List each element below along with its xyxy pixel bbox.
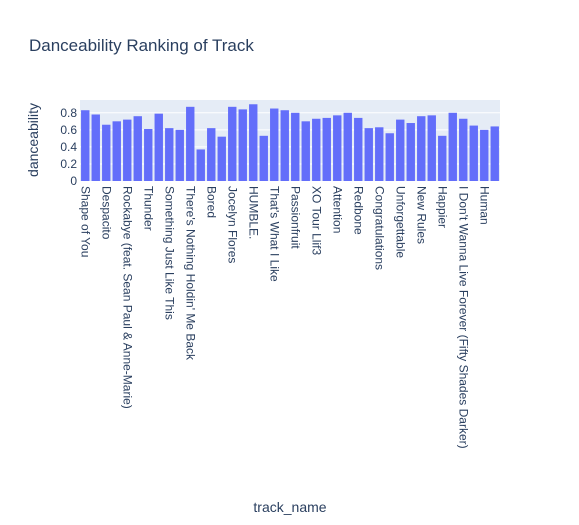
x-tick-label: Bored xyxy=(204,186,218,218)
bar[interactable] xyxy=(490,126,499,181)
x-tick-label: Redbone xyxy=(351,186,365,235)
x-tick-label: Something Just Like This xyxy=(162,186,176,320)
chart-title: Danceability Ranking of Track xyxy=(29,36,254,55)
x-axis-title: track_name xyxy=(253,499,326,515)
bar[interactable] xyxy=(333,115,342,181)
x-tick-label: I Don't Wanna Live Forever (Fifty Shades… xyxy=(456,186,470,449)
bar[interactable] xyxy=(364,128,373,181)
x-tick-label: Happier xyxy=(435,186,449,228)
y-tick-label: 0 xyxy=(70,174,77,188)
bar[interactable] xyxy=(448,112,457,181)
y-tick-label: 0.4 xyxy=(60,140,77,154)
bar[interactable] xyxy=(207,128,216,181)
bar[interactable] xyxy=(280,110,289,181)
x-tick-label: Shape of You xyxy=(78,186,92,257)
bar[interactable] xyxy=(459,118,468,181)
y-tick-label: 0.8 xyxy=(60,106,77,120)
bar[interactable] xyxy=(354,117,363,181)
y-axis-title: danceability xyxy=(25,103,41,177)
bar[interactable] xyxy=(228,106,237,181)
x-tick-label: Despacito xyxy=(99,186,113,240)
bar[interactable] xyxy=(102,124,111,181)
bar[interactable] xyxy=(154,113,163,181)
bar[interactable] xyxy=(469,125,478,181)
bar[interactable] xyxy=(322,117,331,181)
bar[interactable] xyxy=(427,115,436,181)
bar[interactable] xyxy=(238,109,247,181)
bar[interactable] xyxy=(249,104,258,181)
bars xyxy=(81,104,499,181)
bar[interactable] xyxy=(417,116,426,181)
y-tick-label: 0.2 xyxy=(60,157,77,171)
bar[interactable] xyxy=(217,136,226,181)
bar[interactable] xyxy=(396,119,405,181)
x-tick-label: Jocelyn Flores xyxy=(225,186,239,263)
bar[interactable] xyxy=(175,129,184,181)
bar[interactable] xyxy=(406,123,415,181)
x-tick-label: Human xyxy=(477,186,491,225)
bar[interactable] xyxy=(133,116,142,181)
bar[interactable] xyxy=(123,119,132,181)
bar[interactable] xyxy=(385,133,394,181)
bar[interactable] xyxy=(165,128,174,181)
x-tick-label: That's What I Like xyxy=(267,186,281,282)
bar[interactable] xyxy=(270,108,279,181)
x-tick-label: Congratulations xyxy=(372,186,386,270)
x-tick-label: XO Tour Llif3 xyxy=(309,186,323,255)
bar[interactable] xyxy=(81,110,90,181)
bar[interactable] xyxy=(301,121,310,181)
bar[interactable] xyxy=(112,121,121,181)
bar[interactable] xyxy=(186,106,195,181)
x-tick-label: HUMBLE. xyxy=(246,186,260,239)
y-axis-ticks: 0 0.2 0.4 0.6 0.8 xyxy=(60,106,77,188)
x-tick-label: There's Nothing Holdin' Me Back xyxy=(183,186,197,361)
x-tick-label: Attention xyxy=(330,186,344,233)
x-tick-label: Thunder xyxy=(141,186,155,231)
bar[interactable] xyxy=(259,135,268,181)
bar[interactable] xyxy=(438,135,447,181)
plot-area xyxy=(80,100,500,181)
bar[interactable] xyxy=(343,112,352,181)
bar[interactable] xyxy=(291,112,300,181)
x-axis-ticks: Shape of You Despacito Rockabye (feat. Sea… xyxy=(78,186,491,449)
x-tick-label: Unforgettable xyxy=(393,186,407,258)
bar[interactable] xyxy=(144,128,153,181)
x-tick-label: New Rules xyxy=(414,186,428,244)
bar[interactable] xyxy=(196,149,205,181)
x-tick-label: Rockabye (feat. Sean Paul & Anne-Marie) xyxy=(120,186,134,409)
bar[interactable] xyxy=(312,118,321,181)
bar[interactable] xyxy=(480,129,489,181)
bar[interactable] xyxy=(91,114,100,181)
bar[interactable] xyxy=(375,127,384,181)
x-tick-label: Passionfruit xyxy=(288,186,302,249)
y-tick-label: 0.6 xyxy=(60,123,77,137)
